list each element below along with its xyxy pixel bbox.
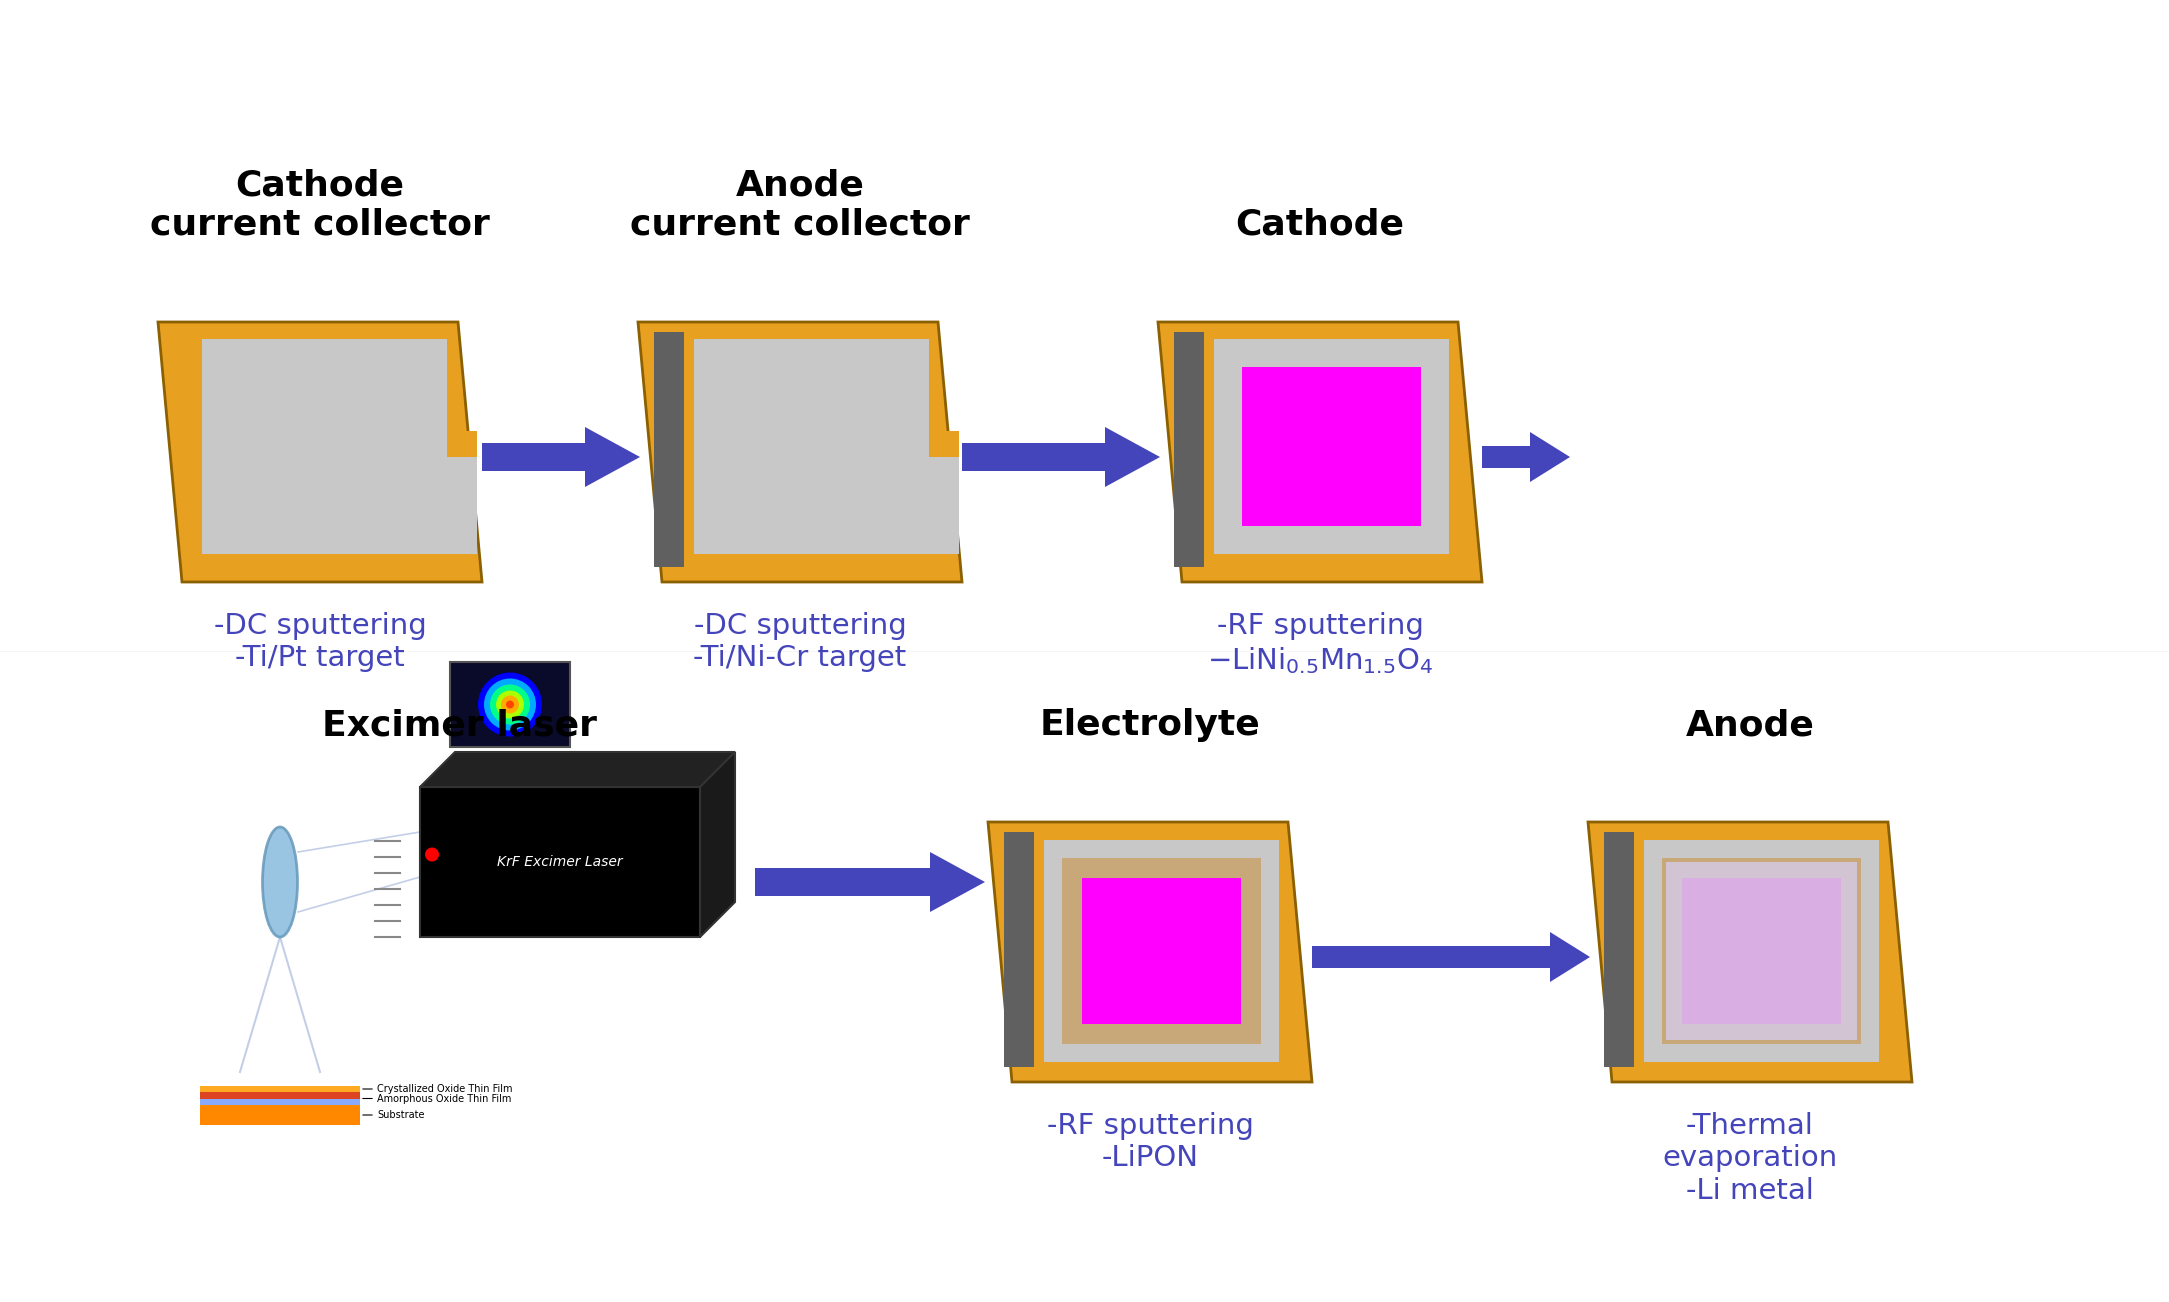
- Polygon shape: [963, 427, 1160, 487]
- Text: Excimer laser: Excimer laser: [323, 708, 596, 742]
- Bar: [1173, 332, 1204, 566]
- Text: KrF Excimer Laser: KrF Excimer Laser: [497, 855, 623, 868]
- Bar: [1644, 840, 1878, 1062]
- Circle shape: [497, 690, 525, 719]
- Polygon shape: [989, 822, 1312, 1082]
- Circle shape: [484, 678, 536, 730]
- Bar: [202, 339, 447, 553]
- Text: Anode: Anode: [1685, 708, 1815, 742]
- Polygon shape: [755, 852, 985, 911]
- Circle shape: [425, 848, 438, 862]
- Bar: [1215, 339, 1449, 553]
- Text: Amorphous Oxide Thin Film: Amorphous Oxide Thin Film: [377, 1094, 512, 1104]
- Bar: [1004, 832, 1035, 1068]
- Polygon shape: [421, 753, 735, 786]
- Bar: [200, 1099, 360, 1105]
- Bar: [421, 786, 701, 937]
- Polygon shape: [1588, 822, 1913, 1082]
- Ellipse shape: [262, 827, 297, 937]
- Text: -DC sputtering
-Ti/Ni-Cr target: -DC sputtering -Ti/Ni-Cr target: [694, 612, 907, 672]
- Polygon shape: [158, 322, 482, 582]
- Bar: [449, 661, 570, 747]
- Polygon shape: [1481, 432, 1570, 482]
- Polygon shape: [1312, 932, 1590, 982]
- Polygon shape: [1158, 322, 1481, 582]
- Text: Substrate: Substrate: [377, 1111, 425, 1120]
- Bar: [694, 339, 928, 553]
- Bar: [1043, 840, 1280, 1062]
- Text: Electrolyte: Electrolyte: [1039, 708, 1260, 742]
- Bar: [655, 332, 683, 566]
- Polygon shape: [701, 753, 735, 937]
- Text: Cathode
current collector: Cathode current collector: [150, 168, 490, 242]
- Bar: [1243, 367, 1421, 526]
- Bar: [200, 1105, 360, 1125]
- Bar: [928, 457, 959, 553]
- Text: -DC sputtering
-Ti/Pt target: -DC sputtering -Ti/Pt target: [213, 612, 427, 672]
- Bar: [200, 1092, 360, 1099]
- Bar: [1063, 858, 1260, 1044]
- Bar: [1681, 878, 1841, 1023]
- Text: -Thermal
evaporation
-Li metal: -Thermal evaporation -Li metal: [1661, 1112, 1837, 1204]
- Polygon shape: [482, 427, 640, 487]
- Polygon shape: [638, 322, 963, 582]
- Text: Crystallized Oxide Thin Film: Crystallized Oxide Thin Film: [377, 1085, 512, 1094]
- Bar: [928, 431, 959, 457]
- Text: Anode
current collector: Anode current collector: [629, 168, 970, 242]
- Text: -RF sputtering
-LiPON: -RF sputtering -LiPON: [1048, 1112, 1254, 1172]
- Bar: [447, 431, 477, 457]
- Bar: [447, 457, 477, 553]
- Text: Cathode: Cathode: [1236, 208, 1406, 242]
- Bar: [200, 1086, 360, 1092]
- Circle shape: [501, 695, 518, 713]
- Bar: [1605, 832, 1633, 1068]
- Text: -RF sputtering
$-$LiNi$_{0.5}$Mn$_{1.5}$O$_4$: -RF sputtering $-$LiNi$_{0.5}$Mn$_{1.5}$…: [1206, 612, 1434, 676]
- Bar: [1661, 858, 1861, 1044]
- Circle shape: [477, 673, 542, 737]
- Bar: [1082, 878, 1241, 1023]
- Bar: [1666, 862, 1857, 1040]
- Circle shape: [490, 685, 529, 724]
- Circle shape: [505, 700, 514, 708]
